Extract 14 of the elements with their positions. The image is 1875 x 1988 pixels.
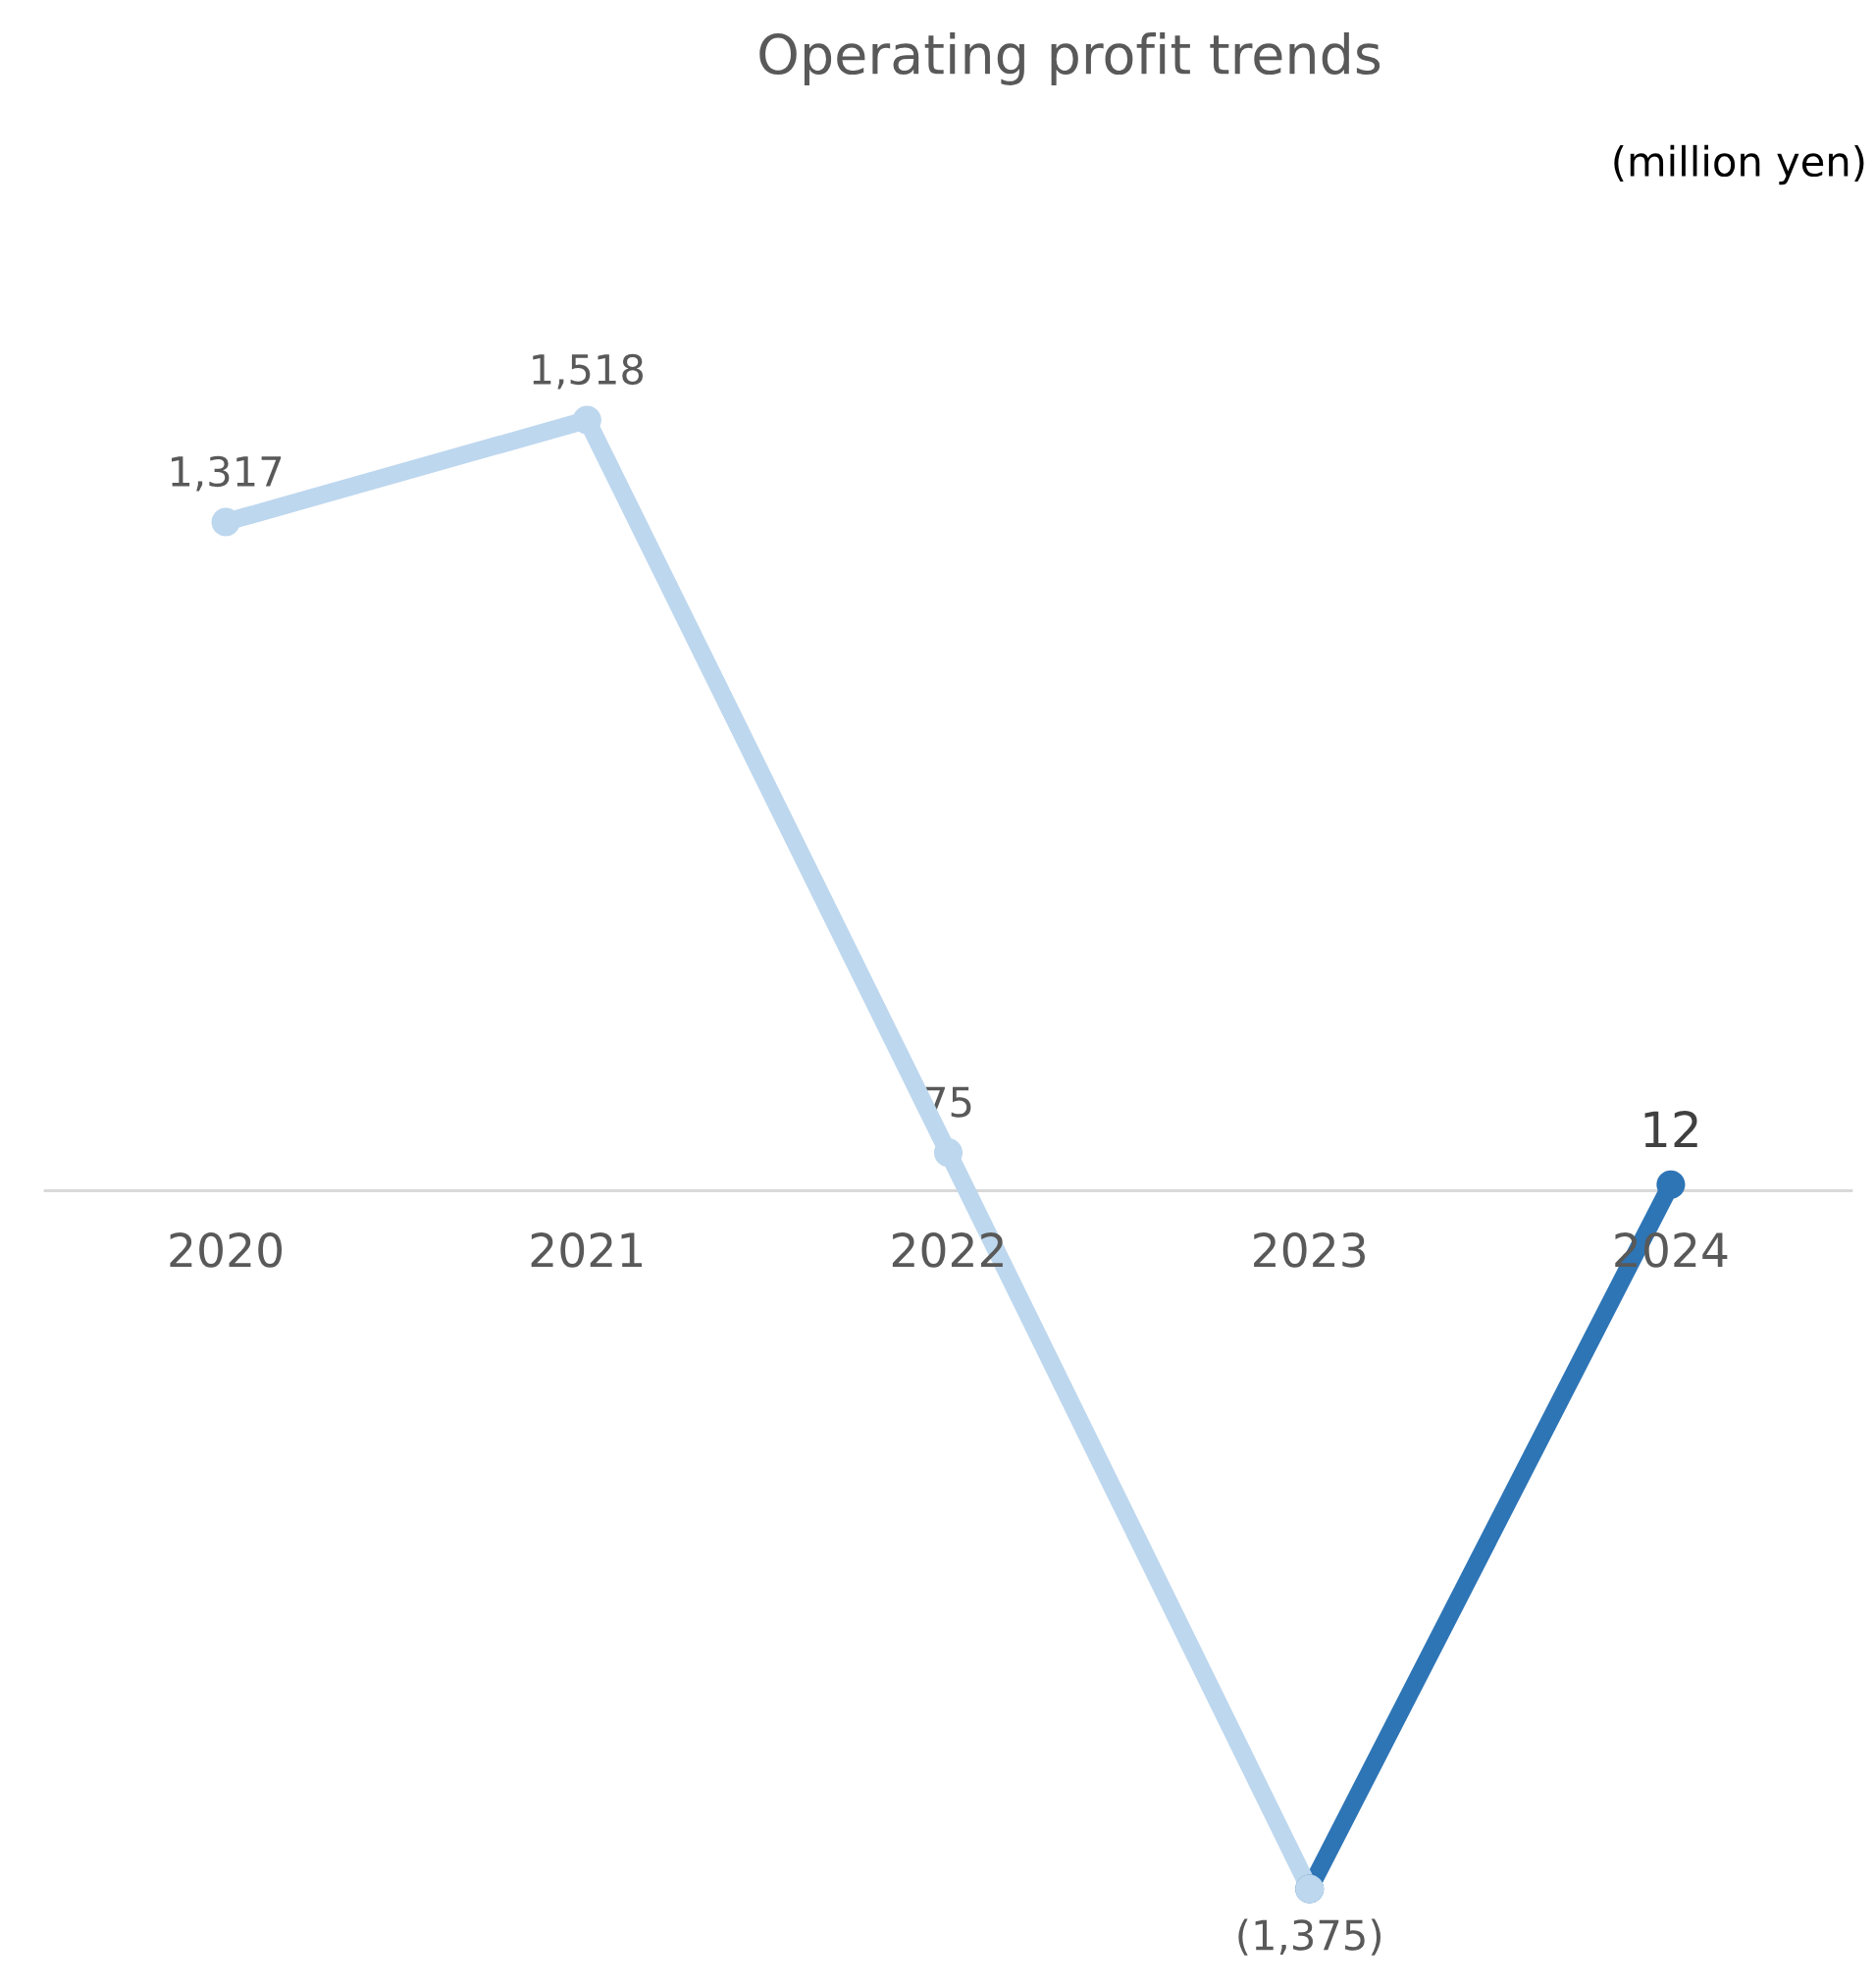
data-label: 12 — [1644, 1111, 1697, 1148]
text: (million yen) — [1614, 144, 1864, 185]
data-label: 1,317 — [172, 455, 282, 492]
point — [933, 1138, 964, 1168]
chart-title: Operating profit trends — [759, 32, 1380, 85]
x-tick-label: 2020 — [170, 1232, 283, 1268]
x-tick-label: 2022 — [892, 1232, 1003, 1268]
data-label: 1,518 — [533, 353, 644, 390]
point — [572, 405, 601, 435]
data-label: (1,375) — [1238, 1918, 1381, 1956]
point — [1656, 1170, 1686, 1199]
point — [211, 507, 240, 537]
x-tick-label: 2021 — [531, 1232, 643, 1268]
x-tick-label: 2023 — [1254, 1232, 1365, 1268]
